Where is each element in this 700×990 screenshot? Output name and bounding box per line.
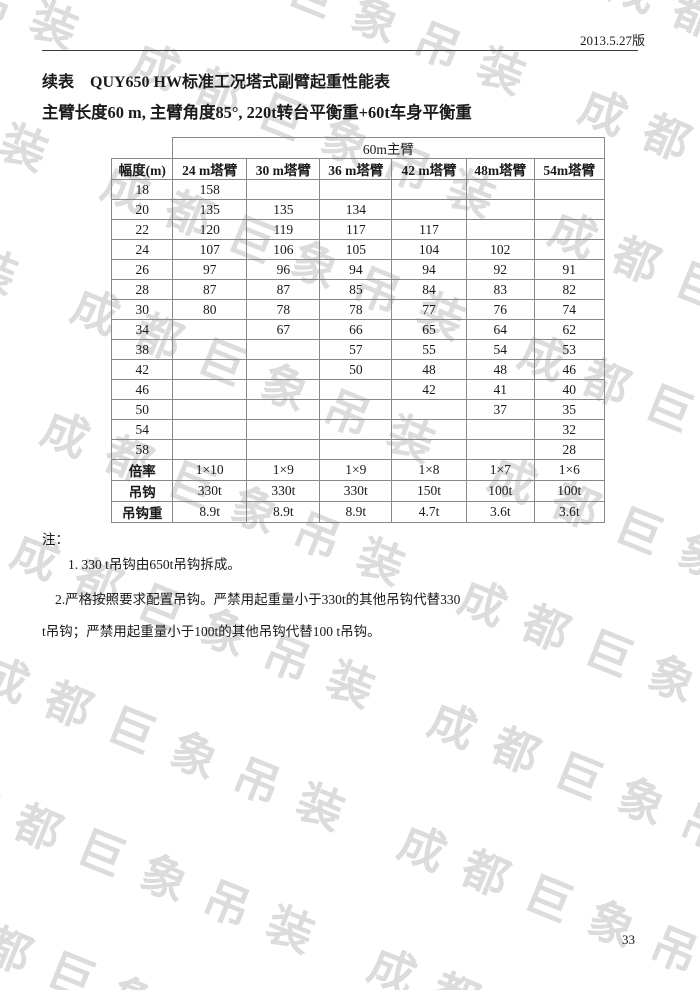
svg-text:成都巨象吊装: 成都巨象吊装 — [0, 0, 105, 66]
